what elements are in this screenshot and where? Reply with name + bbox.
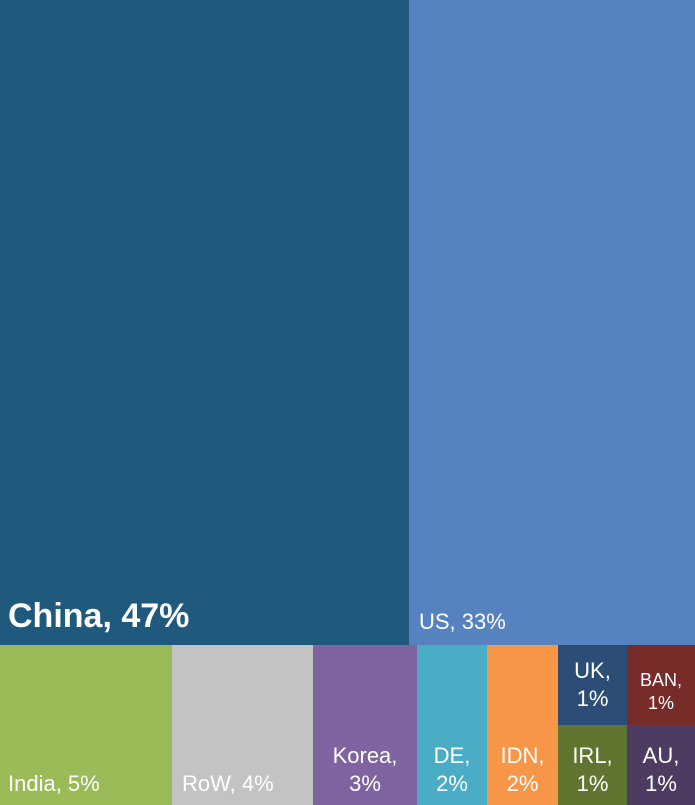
- treemap-cell-uk: UK, 1%: [558, 645, 627, 725]
- treemap-label-ban: BAN, 1%: [639, 670, 682, 713]
- treemap-label-uk: UK, 1%: [574, 658, 611, 711]
- treemap-label-korea: Korea, 3%: [332, 743, 398, 796]
- treemap-cell-idn: IDN, 2%: [487, 645, 558, 805]
- treemap-label-irl: IRL, 1%: [572, 743, 613, 796]
- treemap-label-idn: IDN, 2%: [500, 743, 545, 796]
- treemap-cell-row: RoW, 4%: [172, 645, 313, 805]
- treemap-cell-china: China, 47%: [0, 0, 409, 645]
- treemap-label-au: AU, 1%: [642, 743, 680, 796]
- treemap-label-china: China, 47%: [8, 596, 190, 635]
- treemap-cell-india: India, 5%: [0, 645, 172, 805]
- treemap-cell-irl: IRL, 1%: [558, 725, 627, 805]
- treemap-cell-us: US, 33%: [409, 0, 695, 645]
- treemap-cell-ban: BAN, 1%: [627, 645, 695, 725]
- treemap-cell-au: AU, 1%: [627, 725, 695, 805]
- treemap-cell-korea: Korea, 3%: [313, 645, 417, 805]
- treemap-label-us: US, 33%: [419, 608, 506, 634]
- treemap-label-de: DE, 2%: [433, 743, 471, 796]
- treemap-label-india: India, 5%: [8, 770, 100, 796]
- treemap-cell-de: DE, 2%: [417, 645, 487, 805]
- treemap-label-row: RoW, 4%: [182, 770, 274, 796]
